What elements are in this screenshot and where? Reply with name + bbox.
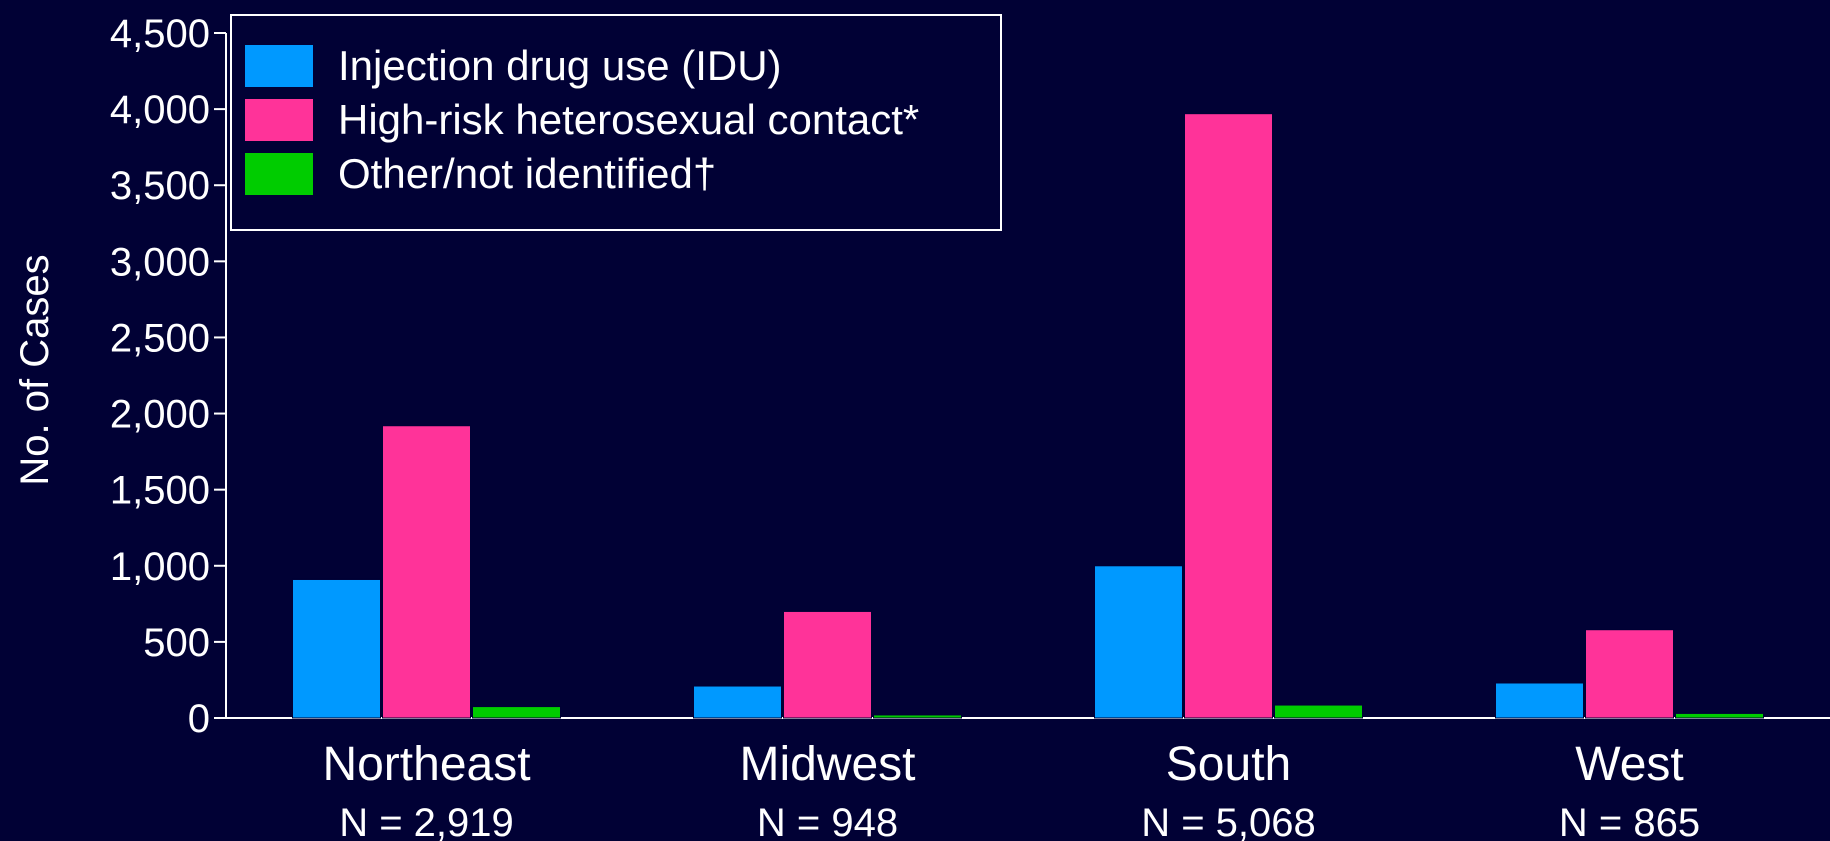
y-axis-label: No. of Cases	[13, 254, 57, 485]
bar-west-series-0	[1495, 682, 1584, 719]
legend-swatch	[245, 99, 313, 141]
legend-swatch	[245, 153, 313, 195]
bars	[292, 113, 1764, 719]
x-tick-label: Midwest	[739, 738, 915, 791]
bar-northeast-series-0	[292, 578, 381, 719]
bar-south-series-2	[1274, 704, 1363, 719]
bar-south-series-0	[1094, 565, 1183, 719]
x-tick-label: Northeast	[322, 738, 530, 791]
bar-midwest-series-1	[783, 610, 872, 719]
y-tick-label: 3,000	[110, 240, 210, 284]
y-tick-label: 1,000	[110, 545, 210, 589]
legend-label: Other/not identified†	[338, 150, 716, 197]
y-axis-ticks: 0 500 1,000 1,500 2,000 2,500 3,000 3,500 4,000 4…	[110, 12, 226, 741]
bar-south-series-1	[1184, 113, 1273, 719]
legend-label: Injection drug use (IDU)	[338, 42, 782, 89]
x-tick-sublabel: N = 5,068	[1141, 801, 1316, 841]
y-tick-label: 2,500	[110, 316, 210, 360]
y-tick-label: 4,000	[110, 88, 210, 132]
bar-midwest-series-2	[873, 714, 962, 719]
x-tick-label: West	[1575, 738, 1683, 791]
y-tick-label: 0	[188, 697, 210, 741]
legend: Injection drug use (IDU) High-risk hetero…	[230, 14, 1002, 231]
y-tick-label: 2,000	[110, 393, 210, 437]
x-axis-labels: Northeast N = 2,919 Midwest N = 948 South N =…	[322, 738, 1700, 841]
y-tick-label: 1,500	[110, 469, 210, 513]
x-tick-label: South	[1166, 738, 1291, 791]
bar-west-series-1	[1585, 629, 1674, 719]
bar-midwest-series-0	[693, 685, 782, 719]
legend-box	[230, 14, 1002, 231]
x-tick-sublabel: N = 2,919	[339, 801, 514, 841]
bar-west-series-2	[1675, 712, 1764, 719]
y-tick-label: 4,500	[110, 12, 210, 56]
y-tick-label: 500	[143, 621, 210, 665]
x-tick-sublabel: N = 948	[757, 801, 898, 841]
bar-northeast-series-1	[382, 425, 471, 719]
legend-label: High-risk heterosexual contact*	[338, 96, 919, 143]
x-tick-sublabel: N = 865	[1559, 801, 1700, 841]
bar-northeast-series-2	[472, 706, 561, 719]
legend-swatch	[245, 45, 313, 87]
y-tick-label: 3,500	[110, 164, 210, 208]
